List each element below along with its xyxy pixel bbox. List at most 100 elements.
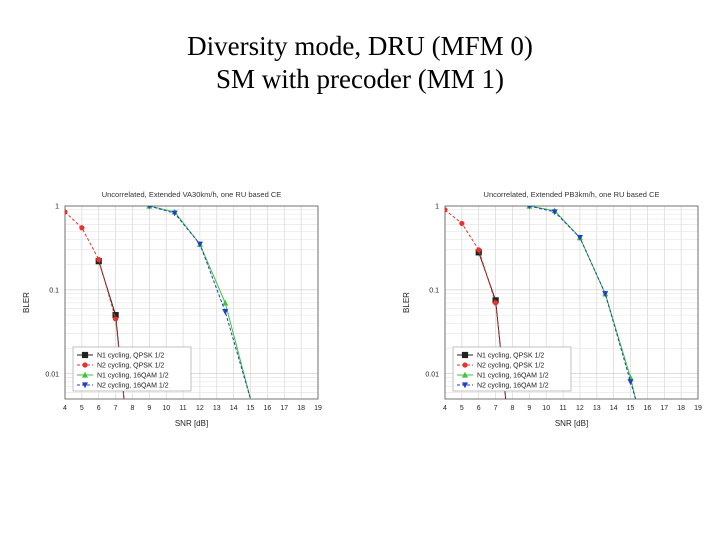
- chart-legend: N1 cycling, QPSK 1/2 N2 cycling, QPSK 1/2…: [452, 346, 572, 392]
- y-tick-label: 0.01: [425, 371, 439, 378]
- y-axis-label: BLER: [22, 292, 31, 313]
- plot-area: [445, 206, 637, 399]
- y-tick-label: 0.01: [45, 371, 59, 378]
- chart-title: Uncorrelated, Extended VA30km/h, one RU …: [102, 190, 282, 199]
- x-tick-label: 15: [627, 405, 635, 412]
- data-point: [147, 206, 151, 210]
- x-tick-label: 5: [460, 405, 464, 412]
- data-point: [113, 316, 119, 322]
- legend-label: N2 cycling, 16QAM 1/2: [97, 383, 169, 390]
- data-point: [79, 225, 85, 231]
- x-tick-label: 18: [297, 405, 305, 412]
- legend-marker: [82, 371, 88, 378]
- x-axis-label: SNR [dB]: [555, 419, 588, 428]
- x-tick-label: 13: [593, 405, 601, 412]
- x-tick-label: 11: [179, 405, 186, 412]
- x-tick-label: 18: [677, 405, 685, 412]
- x-tick-label: 14: [610, 405, 618, 412]
- x-tick-label: 16: [264, 405, 272, 412]
- data-point: [493, 300, 499, 306]
- x-tick-label: 4: [63, 405, 67, 412]
- y-tick-label: 0.1: [49, 287, 59, 294]
- slide-title-line-2: SM with precoder (MM 1): [216, 64, 504, 94]
- legend-label: N2 cycling, 16QAM 1/2: [477, 383, 549, 390]
- x-tick-label: 13: [213, 405, 221, 412]
- x-tick-label: 8: [131, 405, 135, 412]
- legend-label: N2 cycling, QPSK 1/2: [477, 363, 544, 370]
- x-tick-label: 16: [644, 405, 652, 412]
- x-tick-label: 17: [280, 405, 288, 412]
- legend-marker: [462, 371, 468, 378]
- x-tick-label: 19: [694, 405, 702, 412]
- x-tick-label: 5: [80, 405, 84, 412]
- legend-box: [72, 346, 192, 392]
- data-point: [222, 299, 229, 306]
- series-line: [65, 211, 125, 399]
- bler-chart-right: Uncorrelated, Extended PB3km/h, one RU b…: [402, 190, 702, 428]
- plot-frame: [444, 205, 699, 400]
- series-4: [527, 206, 637, 399]
- y-tick-label: 0.1: [429, 287, 439, 294]
- legend-marker: [82, 382, 88, 389]
- x-tick-label: 7: [114, 405, 118, 412]
- y-axis-label: BLER: [402, 292, 411, 313]
- x-tick-label: 14: [230, 405, 238, 412]
- data-point: [551, 209, 558, 216]
- x-tick-label: 15: [247, 405, 255, 412]
- x-tick-label: 7: [494, 405, 498, 412]
- legend-label: N1 cycling, QPSK 1/2: [477, 353, 544, 360]
- x-tick-label: 19: [314, 405, 322, 412]
- data-point: [222, 309, 229, 315]
- data-point: [445, 207, 448, 213]
- legend-label: N1 cycling, QPSK 1/2: [97, 353, 164, 360]
- x-axis-label: SNR [dB]: [175, 419, 208, 428]
- series-2: [65, 209, 125, 399]
- legend-marker: [462, 382, 468, 389]
- legend-label: N1 cycling, 16QAM 1/2: [97, 373, 169, 380]
- slide-title-line-1: Diversity mode, DRU (MFM 0): [187, 31, 533, 61]
- chart-grid: [444, 205, 699, 400]
- data-point: [476, 247, 482, 253]
- legend-box: [452, 346, 572, 392]
- series-line: [445, 209, 507, 399]
- data-point: [171, 210, 178, 217]
- chart-title: Uncorrelated, Extended PB3km/h, one RU b…: [484, 190, 660, 199]
- data-point: [196, 241, 203, 248]
- series-4: [147, 206, 252, 399]
- x-tick-label: 10: [162, 405, 170, 412]
- legend-marker: [82, 362, 88, 368]
- x-tick-label: 12: [576, 405, 584, 412]
- y-tick-label: 1: [435, 204, 439, 211]
- data-point: [527, 206, 531, 210]
- series-line: [529, 206, 637, 399]
- legend-marker: [462, 362, 468, 368]
- x-tick-label: 4: [443, 405, 447, 412]
- legend-label: N1 cycling, 16QAM 1/2: [477, 373, 549, 380]
- data-point: [459, 220, 465, 227]
- data-point: [627, 379, 634, 386]
- data-point: [602, 291, 609, 297]
- x-tick-label: 9: [147, 405, 151, 412]
- x-tick-label: 11: [559, 405, 566, 412]
- chart-grid: [64, 205, 319, 400]
- x-tick-label: 9: [527, 405, 531, 412]
- chart-legend: N1 cycling, QPSK 1/2 N2 cycling, QPSK 1/2…: [72, 346, 192, 392]
- series-2: [445, 207, 507, 399]
- x-tick-label: 8: [511, 405, 515, 412]
- plot-frame: [64, 205, 319, 400]
- x-tick-label: 10: [542, 405, 550, 412]
- x-tick-label: 6: [97, 405, 101, 412]
- data-point: [65, 209, 68, 215]
- legend-marker: [461, 351, 469, 359]
- x-tick-label: 12: [196, 405, 204, 412]
- x-tick-label: 6: [477, 405, 481, 412]
- slide-title: Diversity mode, DRU (MFM 0) SM with prec…: [0, 30, 720, 96]
- x-tick-label: 17: [660, 405, 668, 412]
- data-point: [627, 374, 634, 381]
- y-tick-label: 1: [55, 204, 59, 211]
- data-point: [576, 235, 583, 241]
- data-point: [96, 256, 102, 263]
- bler-chart-left: Uncorrelated, Extended VA30km/h, one RU …: [22, 190, 322, 428]
- legend-label: N2 cycling, QPSK 1/2: [97, 363, 164, 370]
- legend-marker: [81, 351, 89, 359]
